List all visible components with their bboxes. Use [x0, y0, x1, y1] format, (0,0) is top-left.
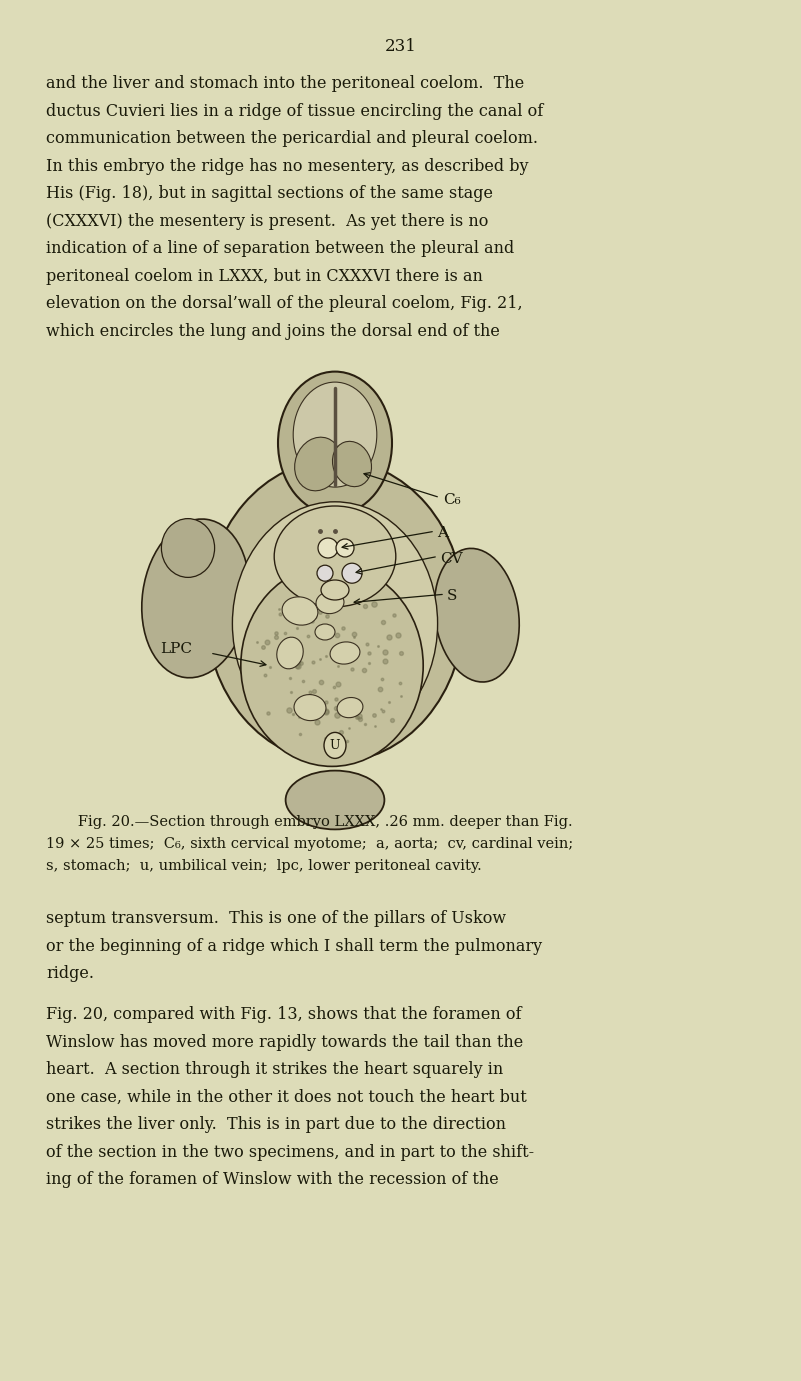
Text: ridge.: ridge. — [46, 965, 95, 982]
Text: S: S — [447, 590, 457, 603]
Ellipse shape — [324, 732, 346, 758]
Text: ing of the foramen of Winslow with the recession of the: ing of the foramen of Winslow with the r… — [46, 1171, 499, 1188]
Text: Winslow has moved more rapidly towards the tail than the: Winslow has moved more rapidly towards t… — [46, 1034, 524, 1051]
Ellipse shape — [434, 548, 519, 682]
Text: ductus Cuvieri lies in a ridge of tissue encircling the canal of: ductus Cuvieri lies in a ridge of tissue… — [46, 102, 544, 120]
Text: (CXXXVI) the mesentery is present.  As yet there is no: (CXXXVI) the mesentery is present. As ye… — [46, 213, 489, 229]
Ellipse shape — [330, 642, 360, 664]
Text: 231: 231 — [384, 39, 417, 55]
Ellipse shape — [282, 597, 318, 626]
Text: In this embryo the ridge has no mesentery, as described by: In this embryo the ridge has no mesenter… — [46, 157, 529, 174]
Circle shape — [336, 539, 354, 557]
Ellipse shape — [316, 591, 344, 613]
Text: C₆: C₆ — [443, 493, 461, 507]
Circle shape — [342, 563, 362, 583]
Text: Fig. 20.—Section through embryo LXXX, .26 mm. deeper than Fig.: Fig. 20.—Section through embryo LXXX, .2… — [64, 815, 573, 829]
Text: one case, while in the other it does not touch the heart but: one case, while in the other it does not… — [46, 1088, 527, 1106]
Text: heart.  A section through it strikes the heart squarely in: heart. A section through it strikes the … — [46, 1061, 504, 1079]
Text: of the section in the two specimens, and in part to the shift-: of the section in the two specimens, and… — [46, 1143, 534, 1161]
Ellipse shape — [286, 771, 384, 830]
Circle shape — [318, 539, 338, 558]
Text: communication between the pericardial and pleural coelom.: communication between the pericardial an… — [46, 130, 538, 146]
Text: peritoneal coelom in LXXX, but in CXXXVI there is an: peritoneal coelom in LXXX, but in CXXXVI… — [46, 268, 483, 284]
Text: A: A — [437, 526, 448, 540]
Text: U: U — [330, 739, 340, 751]
Ellipse shape — [278, 371, 392, 514]
Ellipse shape — [206, 460, 465, 762]
Ellipse shape — [295, 438, 341, 490]
Text: elevation on the dorsal’wall of the pleural coelom, Fig. 21,: elevation on the dorsal’wall of the pleu… — [46, 296, 523, 312]
Ellipse shape — [142, 519, 249, 678]
Text: CV: CV — [440, 551, 463, 565]
Ellipse shape — [241, 565, 423, 766]
Text: indication of a line of separation between the pleural and: indication of a line of separation betwe… — [46, 240, 515, 257]
Ellipse shape — [294, 695, 326, 721]
Text: His (Fig. 18), but in sagittal sections of the same stage: His (Fig. 18), but in sagittal sections … — [46, 185, 493, 202]
Ellipse shape — [315, 624, 335, 639]
Ellipse shape — [274, 505, 396, 606]
Text: LPC: LPC — [160, 642, 192, 656]
Text: s, stomach;  u, umbilical vein;  lpc, lower peritoneal cavity.: s, stomach; u, umbilical vein; lpc, lowe… — [46, 859, 482, 873]
Text: strikes the liver only.  This is in part due to the direction: strikes the liver only. This is in part … — [46, 1116, 506, 1134]
Text: 19 × 25 times;  C₆, sixth cervical myotome;  a, aorta;  cv, cardinal vein;: 19 × 25 times; C₆, sixth cervical myotom… — [46, 837, 574, 851]
Ellipse shape — [161, 519, 215, 577]
Ellipse shape — [293, 383, 376, 487]
Text: and the liver and stomach into the peritoneal coelom.  The: and the liver and stomach into the perit… — [46, 75, 525, 93]
Text: which encircles the lung and joins the dorsal end of the: which encircles the lung and joins the d… — [46, 323, 501, 340]
Ellipse shape — [337, 697, 363, 718]
Circle shape — [317, 565, 333, 581]
Ellipse shape — [277, 637, 304, 668]
Text: Fig. 20, compared with Fig. 13, shows that the foramen of: Fig. 20, compared with Fig. 13, shows th… — [46, 1007, 522, 1023]
Bar — [74, 347, 606, 834]
Ellipse shape — [321, 580, 349, 599]
Ellipse shape — [332, 442, 372, 486]
Text: septum transversum.  This is one of the pillars of Uskow: septum transversum. This is one of the p… — [46, 910, 506, 927]
Text: or the beginning of a ridge which I shall term the pulmonary: or the beginning of a ridge which I shal… — [46, 938, 542, 954]
Ellipse shape — [232, 501, 437, 746]
